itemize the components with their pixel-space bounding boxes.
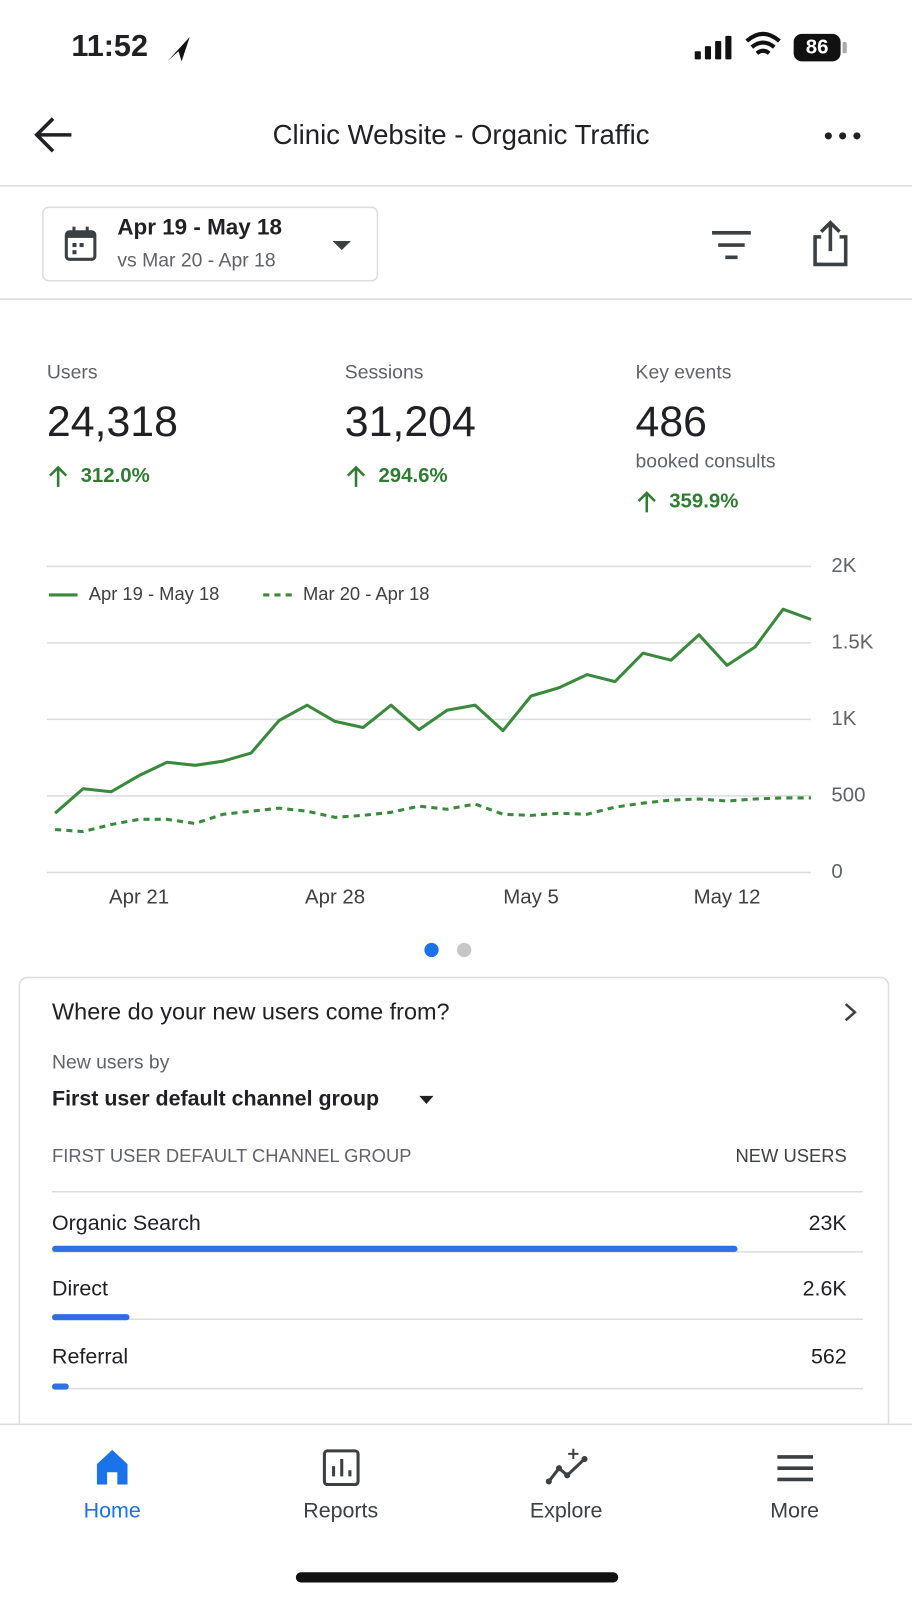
metric-value: 31,204 (345, 398, 476, 446)
y-tick-label: 1.5K (831, 631, 873, 653)
x-tick-label: Apr 21 (109, 886, 169, 908)
dropdown-caret (419, 1095, 434, 1104)
explore-icon[interactable] (545, 1448, 588, 1485)
signal-icon (694, 35, 732, 60)
channel-bar (52, 1383, 69, 1390)
y-tick-label: 1K (831, 708, 856, 730)
nav-label[interactable]: More (770, 1499, 819, 1523)
metric-change: 359.9% (669, 491, 738, 513)
metric-value: 24,318 (47, 398, 178, 446)
date-picker[interactable] (42, 206, 379, 282)
metric-label: Key events (636, 362, 732, 384)
status-time: 11:52 (71, 29, 148, 63)
channel-name: Organic Search (52, 1211, 201, 1235)
channel-name: Direct (52, 1276, 108, 1300)
page-dot[interactable] (424, 942, 439, 958)
series-line (54, 796, 812, 834)
channel-bar (52, 1314, 130, 1321)
y-tick-label: 2K (831, 555, 856, 577)
home-icon[interactable] (96, 1449, 128, 1485)
calendar-icon (64, 226, 97, 261)
metric-value: 486 (636, 398, 707, 446)
card-subtitle: New users by (52, 1051, 170, 1073)
channel-name: Referral (52, 1345, 128, 1369)
y-tick-label: 0 (831, 861, 842, 883)
metric-subtitle: booked consults (636, 450, 776, 472)
legend-label: Mar 20 - Apr 18 (303, 583, 430, 604)
x-tick-label: Apr 28 (305, 886, 365, 908)
column-header: FIRST USER DEFAULT CHANNEL GROUP (52, 1145, 411, 1166)
wifi-icon (745, 31, 781, 55)
channel-value: 23K (809, 1211, 848, 1235)
more-menu[interactable] (824, 132, 861, 140)
channel-value: 2.6K (803, 1276, 848, 1300)
up-arrow (637, 491, 656, 513)
share-button[interactable] (813, 220, 848, 267)
dimension-selector[interactable]: First user default channel group (52, 1087, 379, 1111)
channel-value: 562 (811, 1345, 847, 1369)
date-range: Apr 19 - May 18 (117, 215, 282, 240)
legend-label: Apr 19 - May 18 (89, 583, 220, 604)
page-dot[interactable] (457, 942, 472, 958)
x-tick-label: May 12 (694, 886, 761, 908)
series-line (54, 607, 812, 815)
reports-icon[interactable] (322, 1449, 360, 1487)
channel-bar (52, 1245, 738, 1252)
battery-level: 86 (806, 37, 829, 59)
battery-tip (842, 42, 847, 54)
more-icon[interactable] (777, 1455, 814, 1482)
header-title: Clinic Website - Organic Traffic (273, 119, 650, 150)
nav-label[interactable]: Explore (530, 1499, 603, 1523)
x-tick-label: May 5 (503, 886, 559, 908)
home-indicator (295, 1572, 619, 1583)
up-arrow (49, 465, 68, 487)
metric-label: Users (47, 362, 98, 384)
chevron (844, 1003, 857, 1022)
up-arrow (346, 465, 366, 487)
bottom-nav (0, 1424, 912, 1600)
metric-label: Sessions (345, 362, 424, 384)
back-button[interactable] (34, 117, 72, 153)
filter-button[interactable] (712, 231, 751, 260)
metric-change: 312.0% (81, 465, 150, 487)
location-icon (167, 36, 190, 62)
metric-change: 294.6% (378, 465, 447, 487)
card-title: Where do your new users come from? (52, 998, 450, 1024)
battery-icon (793, 33, 841, 62)
column-header: NEW USERS (736, 1145, 847, 1166)
dropdown-caret (332, 240, 351, 251)
comparison-range: vs Mar 20 - Apr 18 (117, 249, 275, 271)
nav-label[interactable]: Home (84, 1499, 141, 1523)
y-tick-label: 500 (831, 784, 865, 806)
nav-label[interactable]: Reports (303, 1499, 378, 1523)
